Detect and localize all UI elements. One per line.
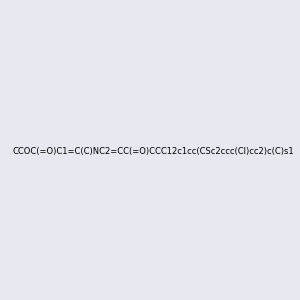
Text: CCOC(=O)C1=C(C)NC2=CC(=O)CCC12c1cc(CSc2ccc(Cl)cc2)c(C)s1: CCOC(=O)C1=C(C)NC2=CC(=O)CCC12c1cc(CSc2c… [13, 147, 295, 156]
